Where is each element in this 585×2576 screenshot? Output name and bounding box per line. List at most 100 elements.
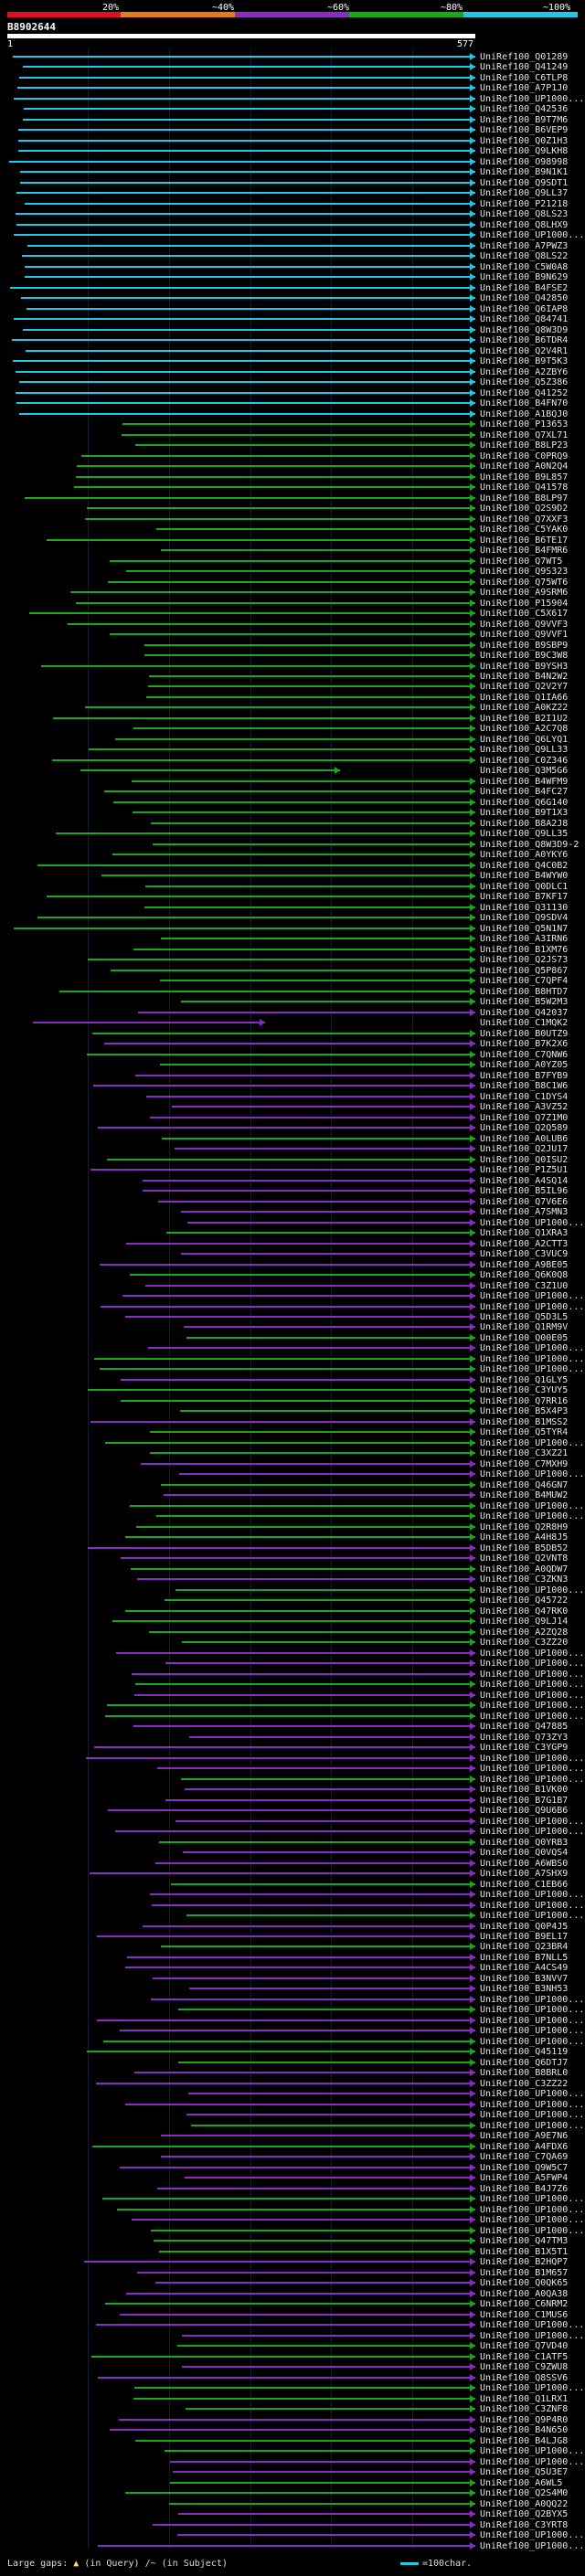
hit-alignment-line[interactable] bbox=[13, 318, 475, 321]
hit-label[interactable]: UniRef100_B9T5K3 bbox=[480, 356, 569, 367]
hit-label[interactable]: UniRef100_Q1RM9V bbox=[480, 1322, 569, 1333]
hit-alignment-line[interactable] bbox=[9, 286, 475, 289]
hit-alignment-line[interactable] bbox=[182, 2366, 475, 2369]
hit-label[interactable]: UniRef100_C3Z1U0 bbox=[480, 1280, 569, 1291]
hit-alignment-line[interactable] bbox=[182, 2334, 475, 2337]
hit-alignment-line[interactable] bbox=[142, 1190, 475, 1193]
hit-alignment-line[interactable] bbox=[159, 1840, 475, 1843]
hit-alignment-line[interactable] bbox=[18, 129, 475, 132]
hit-label[interactable]: UniRef100_Q9P4R0 bbox=[480, 2414, 569, 2425]
hit-label[interactable]: UniRef100_C5W0A8 bbox=[480, 261, 569, 272]
hit-alignment-line[interactable] bbox=[129, 1504, 475, 1507]
hit-alignment-line[interactable] bbox=[119, 2313, 475, 2316]
hit-label[interactable]: UniRef100_Q42850 bbox=[480, 293, 569, 304]
hit-alignment-line[interactable] bbox=[115, 737, 475, 740]
hit-alignment-line[interactable] bbox=[177, 2534, 475, 2537]
hit-label[interactable]: UniRef100_UP1000... bbox=[480, 1774, 582, 1785]
hit-alignment-line[interactable] bbox=[70, 591, 475, 594]
hit-label[interactable]: UniRef100_B9C3W8 bbox=[480, 651, 569, 662]
hit-alignment-line[interactable] bbox=[88, 959, 475, 961]
hit-alignment-line[interactable] bbox=[89, 748, 475, 751]
hit-alignment-line[interactable] bbox=[184, 1788, 475, 1791]
hit-label[interactable]: UniRef100_B8LP97 bbox=[480, 493, 569, 504]
hit-label[interactable]: UniRef100_Q45722 bbox=[480, 1595, 569, 1606]
hit-label[interactable]: UniRef100_Q6K0Q8 bbox=[480, 1270, 569, 1281]
hit-label[interactable]: UniRef100_Q2V4R1 bbox=[480, 345, 569, 356]
hit-label[interactable]: UniRef100_Q41252 bbox=[480, 387, 569, 398]
hit-alignment-line[interactable] bbox=[41, 664, 475, 667]
hit-label[interactable]: UniRef100_Q9VVF3 bbox=[480, 619, 569, 630]
hit-label[interactable]: UniRef100_C3VUC9 bbox=[480, 1249, 569, 1260]
hit-label[interactable]: UniRef100_A2ZQ28 bbox=[480, 1627, 569, 1638]
hit-alignment-line[interactable] bbox=[121, 1378, 475, 1381]
hit-alignment-line[interactable] bbox=[107, 1158, 475, 1161]
hit-alignment-line[interactable] bbox=[12, 339, 475, 342]
hit-label[interactable]: UniRef100_UP1000... bbox=[480, 2215, 582, 2226]
hit-alignment-line[interactable] bbox=[125, 570, 475, 573]
hit-alignment-line[interactable] bbox=[188, 2093, 475, 2095]
hit-alignment-line[interactable] bbox=[96, 1935, 475, 1937]
hit-alignment-line[interactable] bbox=[141, 1462, 475, 1465]
hit-alignment-line[interactable] bbox=[80, 769, 340, 772]
hit-label[interactable]: UniRef100_B1MSS2 bbox=[480, 1416, 569, 1427]
hit-alignment-line[interactable] bbox=[97, 1127, 475, 1129]
hit-alignment-line[interactable] bbox=[178, 2513, 475, 2516]
hit-label[interactable]: UniRef100_UP1000... bbox=[480, 1291, 582, 1301]
hit-label[interactable]: UniRef100_Q1XRA3 bbox=[480, 1228, 569, 1239]
hit-alignment-line[interactable] bbox=[150, 1893, 475, 1896]
hit-alignment-line[interactable] bbox=[132, 1672, 475, 1675]
hit-label[interactable]: UniRef100_Q2Q589 bbox=[480, 1123, 569, 1134]
hit-alignment-line[interactable] bbox=[184, 2177, 475, 2179]
hit-alignment-line[interactable] bbox=[90, 1872, 475, 1875]
hit-alignment-line[interactable] bbox=[110, 633, 475, 636]
hit-alignment-line[interactable] bbox=[74, 486, 475, 489]
hit-alignment-line[interactable] bbox=[125, 2103, 475, 2105]
hit-label[interactable]: UniRef100_UP1000... bbox=[480, 1690, 582, 1701]
hit-alignment-line[interactable] bbox=[182, 1641, 475, 1644]
hit-alignment-line[interactable] bbox=[108, 580, 475, 583]
hit-alignment-line[interactable] bbox=[80, 454, 475, 457]
hit-label[interactable]: UniRef100_P13653 bbox=[480, 419, 569, 430]
hit-alignment-line[interactable] bbox=[46, 538, 475, 541]
hit-alignment-line[interactable] bbox=[144, 906, 475, 908]
hit-alignment-line[interactable] bbox=[180, 1211, 475, 1214]
hit-alignment-line[interactable] bbox=[56, 832, 475, 835]
hit-label[interactable]: UniRef100_UP1000... bbox=[480, 2225, 582, 2236]
hit-alignment-line[interactable] bbox=[186, 1221, 475, 1224]
hit-alignment-line[interactable] bbox=[131, 1567, 475, 1570]
hit-alignment-line[interactable] bbox=[16, 223, 475, 226]
hit-label[interactable]: UniRef100_UP1000... bbox=[480, 2204, 582, 2215]
hit-alignment-line[interactable] bbox=[122, 1295, 475, 1297]
hit-label[interactable]: UniRef100_C3YGP9 bbox=[480, 1743, 569, 1754]
hit-label[interactable]: UniRef100_C7QPF4 bbox=[480, 976, 569, 987]
hit-label[interactable]: UniRef100_B9EL17 bbox=[480, 1931, 569, 1942]
hit-label[interactable]: UniRef100_B8C1W6 bbox=[480, 1081, 569, 1092]
hit-label[interactable]: UniRef100_Q7RR16 bbox=[480, 1395, 569, 1406]
hit-label[interactable]: UniRef100_Q00E05 bbox=[480, 1332, 569, 1343]
hit-label[interactable]: UniRef100_Q5N1N7 bbox=[480, 923, 569, 934]
hit-label[interactable]: UniRef100_A0LUB6 bbox=[480, 1133, 569, 1144]
hit-label[interactable]: UniRef100_UP1000... bbox=[480, 1711, 582, 1722]
hit-label[interactable]: UniRef100_UP1000... bbox=[480, 2026, 582, 2037]
hit-label[interactable]: UniRef100_C1MQK2 bbox=[480, 1018, 569, 1029]
hit-alignment-line[interactable] bbox=[19, 76, 475, 79]
hit-label[interactable]: UniRef100_Q9LL33 bbox=[480, 745, 569, 756]
hit-alignment-line[interactable] bbox=[134, 2072, 475, 2074]
hit-label[interactable]: UniRef100_A0N2Q4 bbox=[480, 461, 569, 472]
hit-label[interactable]: UniRef100_Q9LL35 bbox=[480, 829, 569, 840]
hit-label[interactable]: UniRef100_UP1000... bbox=[480, 2015, 582, 2026]
hit-alignment-line[interactable] bbox=[96, 2324, 475, 2327]
hit-alignment-line[interactable] bbox=[133, 727, 475, 730]
hit-alignment-line[interactable] bbox=[149, 1630, 475, 1633]
hit-label[interactable]: UniRef100_Q9S323 bbox=[480, 567, 569, 578]
hit-alignment-line[interactable] bbox=[188, 1735, 475, 1738]
hit-label[interactable]: UniRef100_UP1000... bbox=[480, 1364, 582, 1375]
hit-label[interactable]: UniRef100_A0KZ22 bbox=[480, 703, 569, 714]
hit-label[interactable]: UniRef100_C3ZKN3 bbox=[480, 1574, 569, 1585]
hit-label[interactable]: UniRef100_UP1000... bbox=[480, 1680, 582, 1691]
hit-alignment-line[interactable] bbox=[87, 1389, 475, 1392]
hit-alignment-line[interactable] bbox=[170, 1882, 475, 1885]
hit-alignment-line[interactable] bbox=[186, 1336, 475, 1339]
hit-label[interactable]: UniRef100_C1EB66 bbox=[480, 1879, 569, 1890]
hit-alignment-line[interactable] bbox=[156, 1767, 475, 1770]
